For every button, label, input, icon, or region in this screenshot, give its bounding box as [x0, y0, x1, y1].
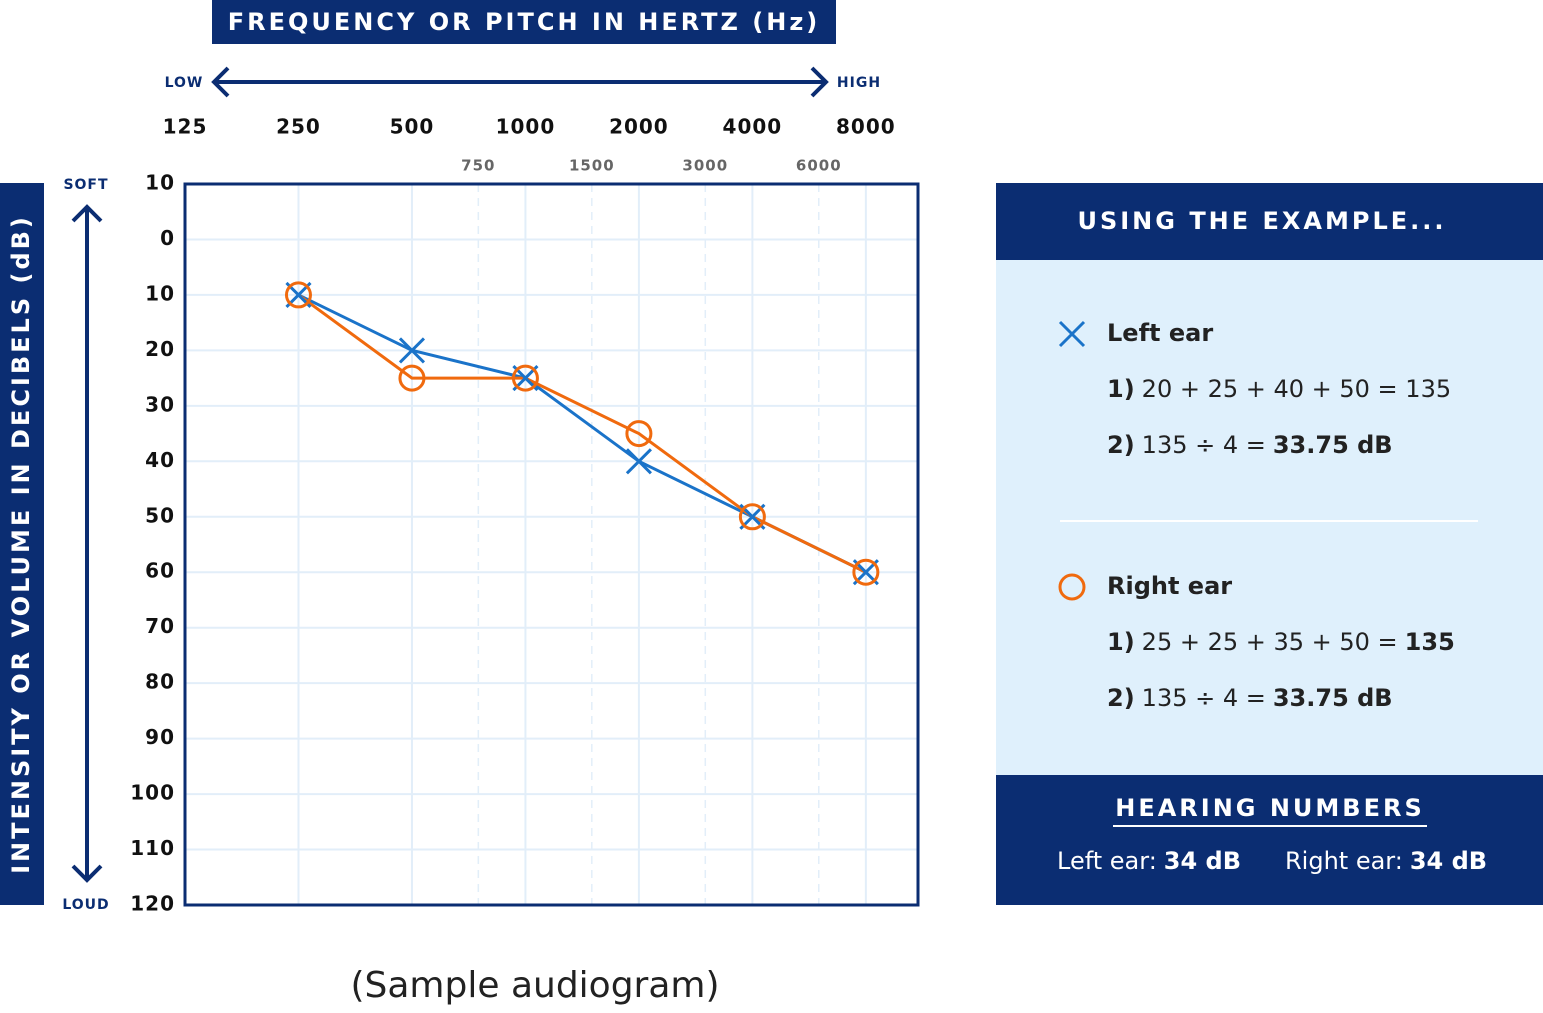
x-minor-tick-label: 6000: [796, 157, 842, 175]
marker-x: [625, 448, 652, 475]
y-tick-label: 40: [145, 448, 175, 472]
formula: 2) 135 ÷ 4 = 33.75 dB: [1107, 684, 1393, 712]
x-tick-label: 250: [276, 115, 321, 139]
formula: 1) 25 + 25 + 35 + 50 = 135: [1107, 628, 1455, 656]
y-axis-title: INTENSITY OR VOLUME IN DECIBELS (dB): [7, 214, 35, 874]
expr: 135 ÷ 4 =: [1142, 684, 1266, 712]
marker-o: [738, 503, 766, 531]
value: 34 dB: [1164, 847, 1241, 875]
label: Left ear:: [1057, 847, 1157, 875]
chart-title: FREQUENCY OR PITCH IN HERTZ (Hz): [228, 8, 821, 36]
y-title-bar: [0, 183, 44, 905]
caption: (Sample audiogram): [350, 965, 719, 1006]
y-tick-label: 20: [145, 337, 175, 361]
marker-o: [625, 420, 653, 448]
marker-o: [284, 281, 312, 309]
x-tick-label: 1000: [496, 115, 556, 139]
legend-icon-right: [1058, 573, 1086, 601]
legend-left: Left ear: [1107, 319, 1213, 347]
x-tick-label: 125: [163, 115, 208, 139]
marker-o: [852, 558, 880, 586]
y-tick-label: 110: [130, 836, 175, 860]
y-tick-label: 0: [160, 226, 175, 250]
summary-right: Right ear: 34 dB: [1285, 847, 1487, 875]
formula: 1) 20 + 25 + 40 + 50 = 135: [1107, 375, 1451, 403]
expr: 25 + 25 + 35 + 50 =: [1142, 628, 1398, 656]
legend-icon-left: [1058, 320, 1086, 348]
label: Right ear:: [1285, 847, 1403, 875]
plot-frame: [183, 182, 920, 907]
title-bar: [212, 0, 836, 44]
expr: 135 ÷ 4 =: [1142, 431, 1266, 459]
result: 135: [1405, 628, 1455, 656]
formula: 2) 135 ÷ 4 = 33.75 dB: [1107, 431, 1393, 459]
marker-x: [398, 337, 426, 364]
high-label: HIGH: [837, 75, 881, 91]
marker-x: [1058, 320, 1086, 348]
panel-title: USING THE EXAMPLE...: [1077, 207, 1446, 235]
y-tick-label: 60: [145, 559, 175, 583]
step: 1): [1107, 628, 1135, 656]
y-tick-label: 10: [145, 281, 175, 305]
y-tick-label: 70: [145, 614, 175, 638]
x-tick-label: 2000: [609, 115, 669, 139]
panel-header: [996, 183, 1543, 260]
summary-left: Left ear: 34 dB: [1057, 847, 1241, 875]
y-tick-label: 30: [145, 392, 175, 416]
step: 2): [1107, 684, 1135, 712]
summary-box: [996, 775, 1543, 905]
x-minor-tick-label: 1500: [569, 157, 615, 175]
y-tick-label: 90: [145, 725, 175, 749]
legend-right: Right ear: [1107, 572, 1232, 600]
summary-title: HEARING NUMBERS: [1115, 794, 1425, 822]
x-tick-label: 8000: [836, 115, 896, 139]
value: 34 dB: [1410, 847, 1487, 875]
step: 1): [1107, 375, 1135, 403]
loud-label: LOUD: [62, 897, 109, 913]
soft-label: SOFT: [63, 177, 108, 193]
step: 2): [1107, 431, 1135, 459]
x-minor-tick-label: 750: [461, 157, 495, 175]
y-tick-label: 100: [130, 781, 175, 805]
x-tick-label: 500: [390, 115, 435, 139]
marker-o: [398, 364, 426, 392]
marker-o: [1058, 573, 1086, 601]
result: 33.75 dB: [1273, 684, 1393, 712]
x-minor-tick-label: 3000: [682, 157, 728, 175]
y-tick-label: 10: [145, 171, 175, 195]
arrows: [71, 66, 829, 883]
result: 33.75 dB: [1273, 431, 1393, 459]
y-tick-label: 120: [130, 892, 175, 916]
marker-o: [511, 364, 539, 392]
y-tick-label: 50: [145, 503, 175, 527]
series-line: [297, 293, 867, 574]
expr: 20 + 25 + 40 + 50 = 135: [1142, 375, 1451, 403]
y-tick-label: 80: [145, 670, 175, 694]
panel-body: [996, 260, 1543, 775]
x-tick-label: 4000: [723, 115, 783, 139]
low-label: LOW: [165, 75, 204, 91]
